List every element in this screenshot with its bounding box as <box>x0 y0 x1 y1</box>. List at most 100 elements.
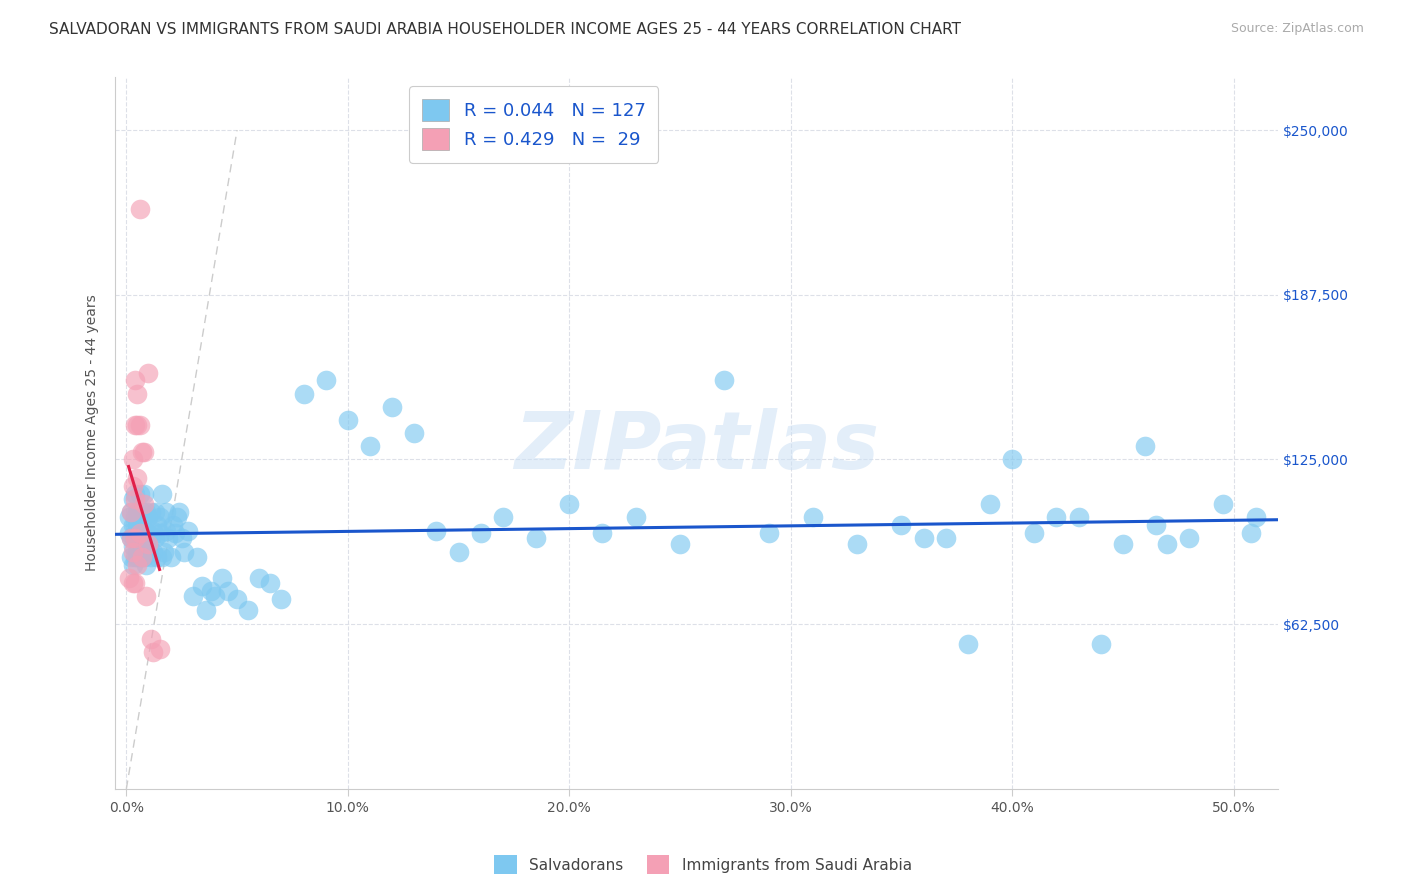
Point <box>124 510 146 524</box>
Point <box>127 532 149 546</box>
Point <box>135 590 157 604</box>
Point <box>956 637 979 651</box>
Point <box>186 549 208 564</box>
Point <box>150 486 173 500</box>
Legend: R = 0.044   N = 127, R = 0.429   N =  29: R = 0.044 N = 127, R = 0.429 N = 29 <box>409 87 658 163</box>
Point <box>492 510 515 524</box>
Point <box>890 518 912 533</box>
Point <box>155 505 177 519</box>
Point <box>127 505 149 519</box>
Point <box>624 510 647 524</box>
Point <box>170 532 193 546</box>
Point <box>1024 526 1046 541</box>
Point <box>127 549 149 564</box>
Point <box>259 576 281 591</box>
Point <box>122 558 145 572</box>
Point <box>846 537 869 551</box>
Point <box>159 549 181 564</box>
Point <box>143 505 166 519</box>
Point <box>124 486 146 500</box>
Point <box>124 532 146 546</box>
Point <box>132 510 155 524</box>
Point <box>142 524 165 538</box>
Point <box>127 558 149 572</box>
Point <box>131 444 153 458</box>
Point <box>292 386 315 401</box>
Point <box>162 518 184 533</box>
Point <box>128 532 150 546</box>
Point <box>128 418 150 433</box>
Point <box>124 549 146 564</box>
Legend: Salvadorans, Immigrants from Saudi Arabia: Salvadorans, Immigrants from Saudi Arabi… <box>488 849 918 880</box>
Point <box>128 544 150 558</box>
Point <box>190 579 212 593</box>
Point <box>139 632 162 646</box>
Point <box>117 510 139 524</box>
Point <box>270 592 292 607</box>
Point <box>124 576 146 591</box>
Text: Source: ZipAtlas.com: Source: ZipAtlas.com <box>1230 22 1364 36</box>
Point <box>155 524 177 538</box>
Point <box>132 497 155 511</box>
Text: SALVADORAN VS IMMIGRANTS FROM SAUDI ARABIA HOUSEHOLDER INCOME AGES 25 - 44 YEARS: SALVADORAN VS IMMIGRANTS FROM SAUDI ARAB… <box>49 22 962 37</box>
Point <box>1156 537 1178 551</box>
Point <box>1212 497 1234 511</box>
Point <box>1112 537 1135 551</box>
Point <box>139 505 162 519</box>
Point <box>124 526 146 541</box>
Point <box>758 526 780 541</box>
Point <box>1244 510 1267 524</box>
Point <box>122 491 145 506</box>
Point <box>447 544 470 558</box>
Point <box>122 479 145 493</box>
Point <box>142 645 165 659</box>
Point <box>169 505 191 519</box>
Point <box>139 549 162 564</box>
Point <box>127 544 149 558</box>
Point <box>226 592 249 607</box>
Point <box>146 518 169 533</box>
Point <box>979 497 1001 511</box>
Point <box>1090 637 1112 651</box>
Point <box>127 471 149 485</box>
Point <box>117 526 139 541</box>
Point <box>135 558 157 572</box>
Point <box>120 549 142 564</box>
Point <box>131 518 153 533</box>
Point <box>713 373 735 387</box>
Point <box>117 571 139 585</box>
Point <box>524 532 547 546</box>
Point <box>1067 510 1090 524</box>
Point <box>142 544 165 558</box>
Point <box>132 549 155 564</box>
Point <box>124 418 146 433</box>
Point <box>131 532 153 546</box>
Y-axis label: Householder Income Ages 25 - 44 years: Householder Income Ages 25 - 44 years <box>86 294 100 572</box>
Text: ZIPatlas: ZIPatlas <box>515 409 879 486</box>
Point <box>425 524 447 538</box>
Point <box>131 549 153 564</box>
Point <box>173 544 195 558</box>
Point <box>138 510 160 524</box>
Point <box>153 544 176 558</box>
Point <box>135 524 157 538</box>
Point <box>181 590 204 604</box>
Point <box>177 524 200 538</box>
Point <box>122 518 145 533</box>
Point <box>128 549 150 564</box>
Point <box>166 510 188 524</box>
Point <box>146 549 169 564</box>
Point <box>359 439 381 453</box>
Point <box>122 540 145 554</box>
Point <box>315 373 337 387</box>
Point <box>120 505 142 519</box>
Point <box>132 526 155 541</box>
Point <box>127 386 149 401</box>
Point <box>135 544 157 558</box>
Point <box>128 486 150 500</box>
Point <box>143 532 166 546</box>
Point <box>131 505 153 519</box>
Point <box>381 400 404 414</box>
Point <box>1240 526 1263 541</box>
Point <box>669 537 692 551</box>
